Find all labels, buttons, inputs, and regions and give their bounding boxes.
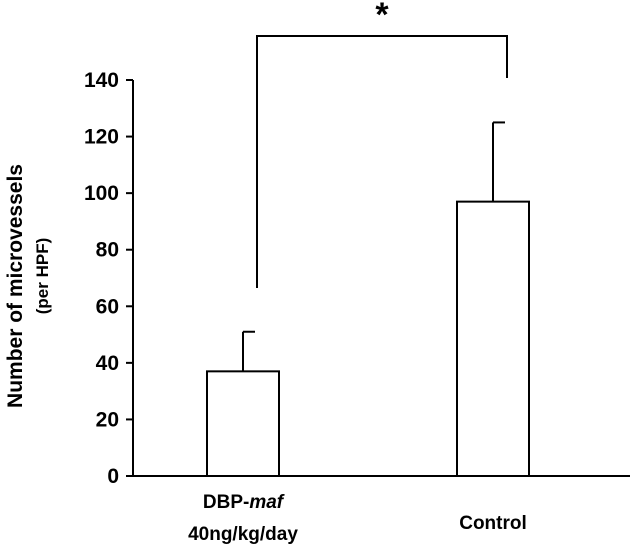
y-tick-label: 40 <box>96 352 119 375</box>
significance-bracket-line <box>256 35 508 288</box>
y-tick-label: 100 <box>84 182 119 205</box>
y-tick-label: 140 <box>84 69 119 92</box>
bar <box>206 370 280 478</box>
y-axis-label: Number of microvessels <box>4 164 27 408</box>
y-axis-sublabel: (per HPF) <box>33 238 52 315</box>
significance-bracket: * <box>256 0 508 288</box>
bars <box>206 200 530 478</box>
bar <box>456 200 530 477</box>
y-tick-label: 20 <box>96 408 119 431</box>
y-tick-label: 60 <box>96 295 119 318</box>
labels: 0 20 40 60 80 100 120 140 DBP-maf 40ng/kg/day Cont… <box>4 69 527 545</box>
y-tick-label: 80 <box>96 239 119 262</box>
error-bars <box>242 121 505 372</box>
x-tick-label: Control <box>459 513 527 534</box>
significance-star: * <box>375 0 389 34</box>
axes <box>126 79 630 477</box>
y-tick-label: 120 <box>84 126 119 149</box>
x-tick-label-line2: 40ng/kg/day <box>188 524 298 545</box>
y-tick-label: 0 <box>107 465 119 488</box>
x-tick-label: DBP-maf <box>203 492 285 513</box>
